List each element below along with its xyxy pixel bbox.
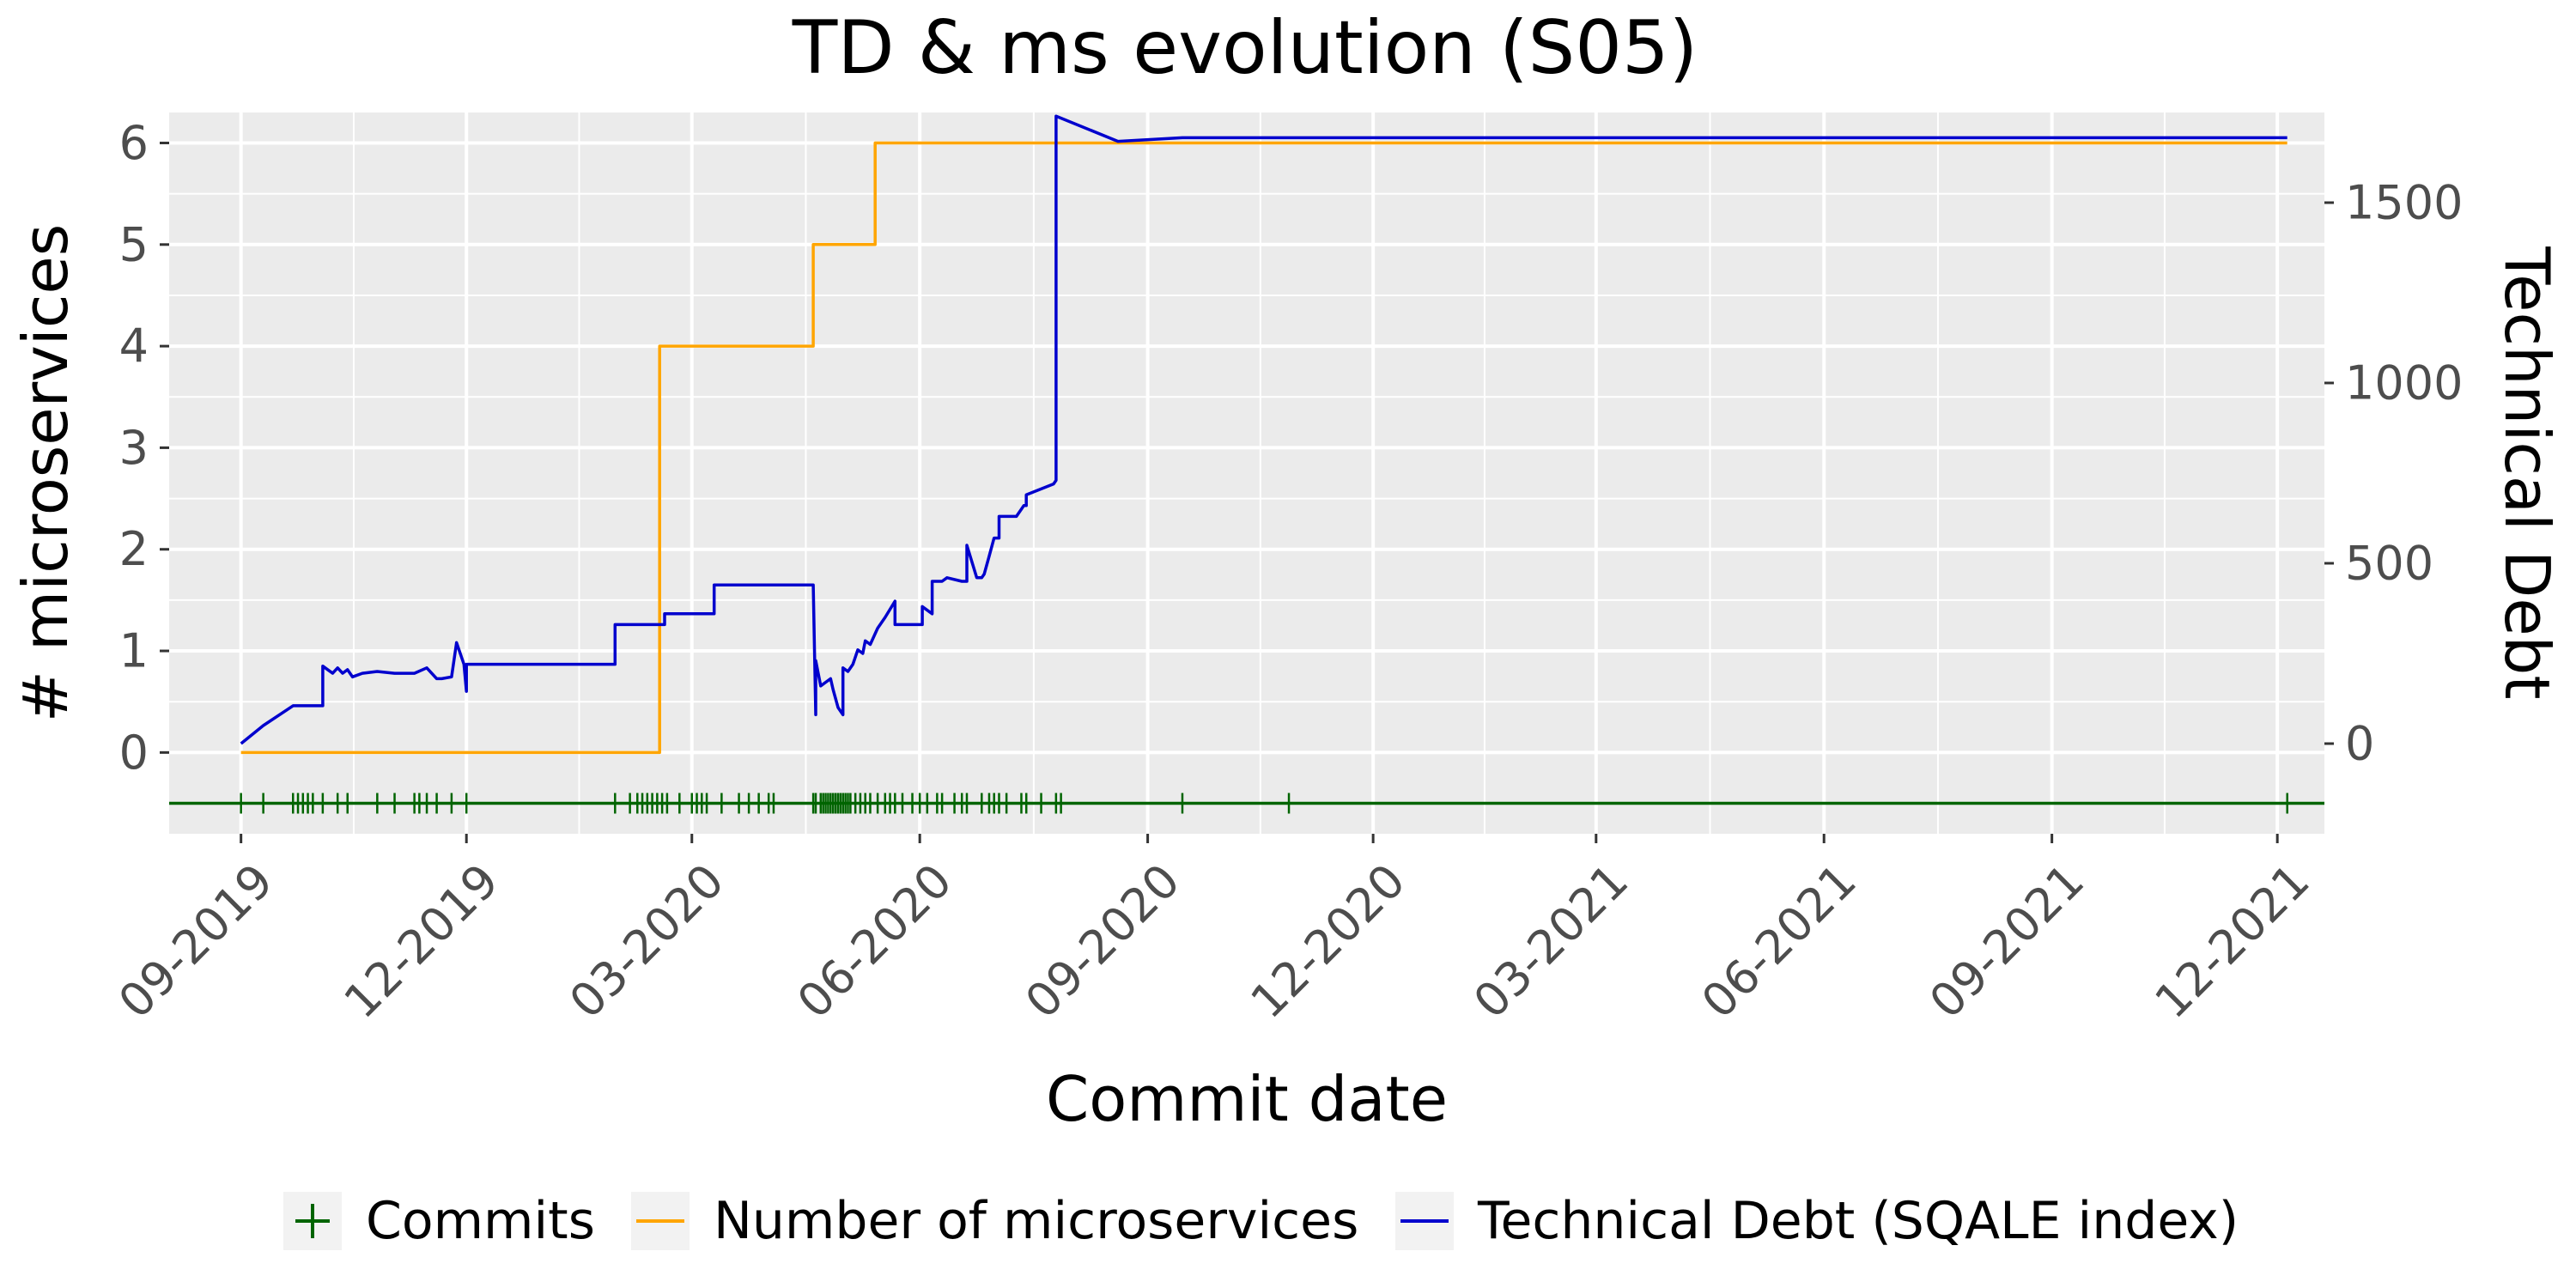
y-axis-left: 0 1 2 3 4 5 6 <box>119 116 169 780</box>
plot-panel <box>169 112 2324 834</box>
legend-item-technical_debt: Technical Debt (SQALE index) <box>1395 1191 2239 1251</box>
legend-label: Commits <box>366 1191 595 1251</box>
x-tick-label: 09-2020 <box>1015 854 1190 1029</box>
y-axis-left-title: # microservices <box>9 224 82 722</box>
y-left-tick-label: 3 <box>119 421 149 475</box>
y-right-tick-label: 500 <box>2345 537 2433 591</box>
y-left-tick-label: 0 <box>119 726 149 780</box>
y-left-tick-label: 5 <box>119 217 149 271</box>
x-tick-label: 03-2021 <box>1463 854 1638 1029</box>
y-right-tick-label: 1000 <box>2345 356 2463 410</box>
y-axis-right: 0 500 1000 1500 <box>2324 176 2463 771</box>
x-tick-label: 12-2019 <box>334 854 509 1029</box>
x-tick-label: 09-2021 <box>1919 854 2094 1029</box>
x-tick-label: 12-2020 <box>1241 854 1416 1029</box>
y-axis-right-title: Technical Debt <box>2491 246 2563 699</box>
chart-title: TD & ms evolution (S05) <box>792 5 1698 91</box>
x-tick-label: 12-2021 <box>2145 854 2320 1029</box>
x-tick-label: 09-2019 <box>108 854 283 1029</box>
x-tick-label: 06-2020 <box>787 854 963 1029</box>
y-right-tick-label: 0 <box>2345 717 2374 771</box>
x-axis-title: Commit date <box>1046 1063 1448 1135</box>
legend-item-commits: Commits <box>283 1191 595 1251</box>
y-right-tick-label: 1500 <box>2345 176 2463 230</box>
commit-markers <box>169 793 2324 814</box>
y-left-tick-label: 4 <box>119 319 149 374</box>
legend-item-microservices: Number of microservices <box>631 1191 1358 1251</box>
legend-label: Technical Debt (SQALE index) <box>1477 1191 2239 1251</box>
y-left-tick-label: 6 <box>119 116 149 170</box>
legend: Commits Number of microservices Technical … <box>283 1191 2239 1251</box>
x-axis: 09-2019 12-2019 03-2020 06-2020 09-2020 12-20… <box>108 834 2320 1029</box>
series-line-technical_debt <box>240 114 2287 745</box>
y-left-tick-label: 1 <box>119 624 149 678</box>
x-tick-label: 06-2021 <box>1692 854 1867 1029</box>
series-lines <box>240 114 2287 755</box>
legend-label: Number of microservices <box>714 1191 1358 1251</box>
y-left-tick-label: 2 <box>119 522 149 576</box>
x-tick-label: 03-2020 <box>559 854 734 1029</box>
series-line-microservices <box>240 141 2287 755</box>
